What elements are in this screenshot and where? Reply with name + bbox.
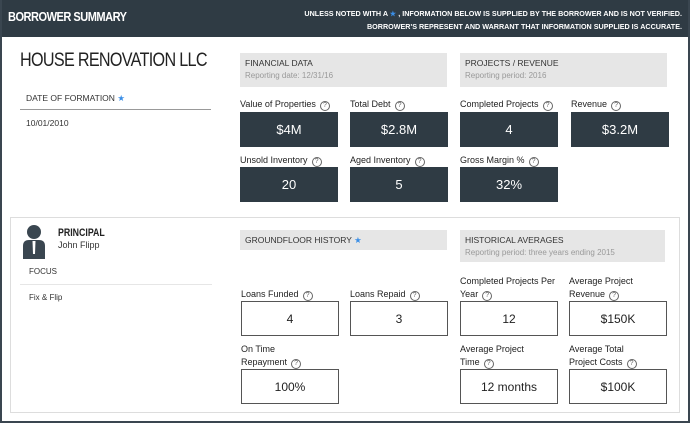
principal-title: PRINCIPAL bbox=[58, 227, 105, 239]
average-project-revenue: $150K bbox=[569, 301, 667, 336]
star-icon: ★ bbox=[117, 93, 125, 103]
aged-inventory: 5 bbox=[350, 167, 448, 202]
metric-label: Revenue? bbox=[571, 98, 622, 111]
average-total-project-costs: $100K bbox=[569, 369, 667, 404]
section-title: GROUNDFLOOR HISTORY ★ bbox=[245, 235, 362, 245]
formation-label: DATE OF FORMATION ★ bbox=[26, 93, 125, 103]
help-icon[interactable]: ? bbox=[482, 291, 493, 301]
section-subtitle: Reporting period: three years ending 201… bbox=[465, 248, 615, 257]
metric-label: Gross Margin %? bbox=[460, 154, 539, 167]
loans-repaid: 3 bbox=[350, 301, 448, 336]
focus-value: Fix & Flip bbox=[29, 293, 63, 302]
on-time-repayment: 100% bbox=[241, 369, 339, 404]
principal-name: John Flipp bbox=[58, 240, 100, 250]
metric-label: Completed Projects Per Year? bbox=[460, 276, 556, 301]
help-icon[interactable]: ? bbox=[626, 359, 637, 369]
disclaimer-line-2: BORROWER'S REPRESENT AND WARRANT THAT IN… bbox=[366, 22, 682, 31]
help-icon[interactable]: ? bbox=[542, 101, 553, 111]
completed-projects: 4 bbox=[460, 112, 558, 147]
help-icon[interactable]: ? bbox=[291, 359, 302, 369]
help-icon[interactable]: ? bbox=[409, 291, 420, 301]
section-title: FINANCIAL DATA bbox=[245, 58, 313, 68]
page-title: BORROWER SUMMARY bbox=[8, 9, 127, 24]
metric-label: Total Debt? bbox=[350, 98, 405, 111]
company-name: HOUSE RENOVATION LLC bbox=[20, 50, 208, 71]
metric-label: Average Project Revenue? bbox=[569, 276, 633, 301]
gross-margin: 32% bbox=[460, 167, 558, 202]
help-icon[interactable]: ? bbox=[394, 101, 405, 111]
help-icon[interactable]: ? bbox=[609, 291, 620, 301]
metric-label: On Time Repayment? bbox=[241, 343, 302, 369]
disclaimer-text: , INFORMATION BELOW IS SUPPLIED BY THE B… bbox=[398, 9, 682, 18]
metric-label: Value of Properties? bbox=[240, 98, 330, 111]
star-icon: ★ bbox=[354, 235, 362, 245]
metric-label: Aged Inventory? bbox=[350, 154, 425, 167]
person-icon bbox=[23, 225, 45, 259]
total-debt: $2.8M bbox=[350, 112, 448, 147]
average-project-time: 12 months bbox=[460, 369, 558, 404]
divider bbox=[20, 284, 212, 285]
help-icon[interactable]: ? bbox=[483, 359, 494, 369]
revenue: $3.2M bbox=[571, 112, 669, 147]
metric-label: Completed Projects? bbox=[460, 98, 553, 111]
help-icon[interactable]: ? bbox=[414, 157, 425, 167]
help-icon[interactable]: ? bbox=[302, 291, 313, 301]
loans-funded: 4 bbox=[241, 301, 339, 336]
metric-label: Loans Repaid? bbox=[350, 288, 420, 301]
section-subtitle: Reporting date: 12/31/16 bbox=[245, 71, 334, 80]
help-icon[interactable]: ? bbox=[319, 101, 330, 111]
principal-panel bbox=[10, 217, 680, 413]
divider bbox=[20, 109, 211, 110]
help-icon[interactable]: ? bbox=[611, 101, 622, 111]
value-of-properties: $4M bbox=[240, 112, 338, 147]
focus-label: FOCUS bbox=[29, 267, 57, 276]
section-title: PROJECTS / REVENUE bbox=[465, 58, 559, 68]
star-icon: ★ bbox=[389, 9, 397, 18]
formation-date: 10/01/2010 bbox=[26, 118, 69, 128]
metric-label: Loans Funded? bbox=[241, 288, 313, 301]
section-title: HISTORICAL AVERAGES bbox=[465, 235, 564, 245]
completed-projects-per-year: 12 bbox=[460, 301, 558, 336]
header-bar: BORROWER SUMMARY UNLESS NOTED WITH A ★ ,… bbox=[0, 0, 690, 37]
metric-label: Average Project Time? bbox=[460, 344, 524, 369]
financial-data-header: FINANCIAL DATA Reporting date: 12/31/16 bbox=[240, 53, 447, 87]
historical-averages-header: HISTORICAL AVERAGES Reporting period: th… bbox=[460, 230, 665, 262]
metric-label: Average Total Project Costs? bbox=[569, 343, 637, 369]
section-subtitle: Reporting period: 2016 bbox=[465, 71, 547, 80]
groundfloor-history-header: GROUNDFLOOR HISTORY ★ bbox=[240, 230, 447, 250]
unsold-inventory: 20 bbox=[240, 167, 338, 202]
disclaimer-text: UNLESS NOTED WITH A bbox=[304, 9, 388, 18]
help-icon[interactable]: ? bbox=[528, 157, 539, 167]
help-icon[interactable]: ? bbox=[311, 157, 322, 167]
metric-label: Unsold Inventory? bbox=[240, 154, 322, 167]
disclaimer-line-1: UNLESS NOTED WITH A ★ , INFORMATION BELO… bbox=[304, 9, 682, 18]
projects-revenue-header: PROJECTS / REVENUE Reporting period: 201… bbox=[460, 53, 667, 87]
